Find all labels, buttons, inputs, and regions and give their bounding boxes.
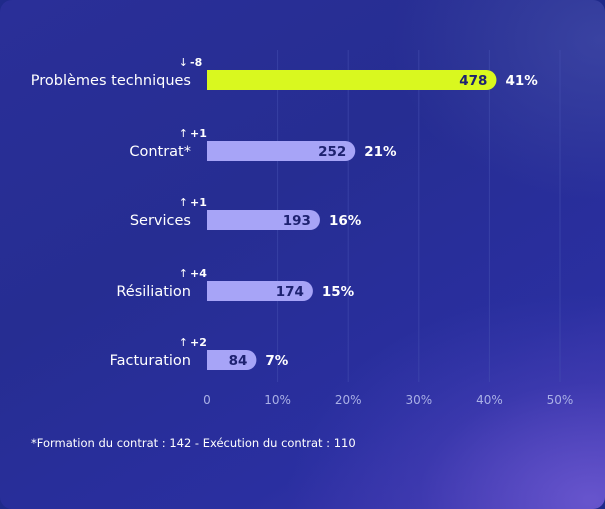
arrow-up-icon: ↑ [179, 336, 188, 349]
bar-value-label: 84 [229, 353, 248, 369]
x-tick-label: 50% [547, 393, 574, 407]
bar-percent-label: 41% [505, 73, 538, 89]
bar [207, 350, 257, 370]
bar-percent-label: 7% [265, 353, 288, 369]
x-tick-label: 40% [476, 393, 503, 407]
x-tick-label: 30% [405, 393, 432, 407]
bar-percent-label: 21% [364, 144, 397, 160]
arrow-up-icon: ↑ [179, 127, 188, 140]
arrow-up-icon: ↑ [179, 267, 188, 280]
x-tick-label: 20% [335, 393, 362, 407]
bar [207, 141, 356, 161]
bar [207, 281, 313, 301]
change-label: +2 [190, 336, 207, 349]
x-tick-label: 10% [264, 393, 291, 407]
arrow-down-icon: ↓ [179, 56, 188, 69]
change-label: +1 [190, 196, 207, 209]
arrow-up-icon: ↑ [179, 196, 188, 209]
bar-value-label: 478 [459, 73, 487, 89]
category-label: Problèmes techniques [31, 73, 191, 89]
change-label: +4 [190, 267, 207, 280]
change-label: +1 [190, 127, 207, 140]
category-label: Résiliation [116, 284, 191, 300]
bar [207, 210, 320, 230]
category-label: Services [130, 213, 191, 229]
bar [207, 70, 497, 90]
bar-percent-label: 15% [322, 284, 355, 300]
bar-value-label: 193 [283, 213, 311, 229]
x-tick-label: 0 [203, 393, 211, 407]
category-label: Contrat* [129, 144, 191, 160]
footnote: *Formation du contrat : 142 - Exécution … [31, 436, 356, 450]
bar-value-label: 174 [276, 284, 304, 300]
bar-value-label: 252 [318, 144, 346, 160]
bar-percent-label: 16% [329, 213, 362, 229]
category-label: Facturation [110, 353, 191, 369]
change-label: -8 [190, 56, 202, 69]
